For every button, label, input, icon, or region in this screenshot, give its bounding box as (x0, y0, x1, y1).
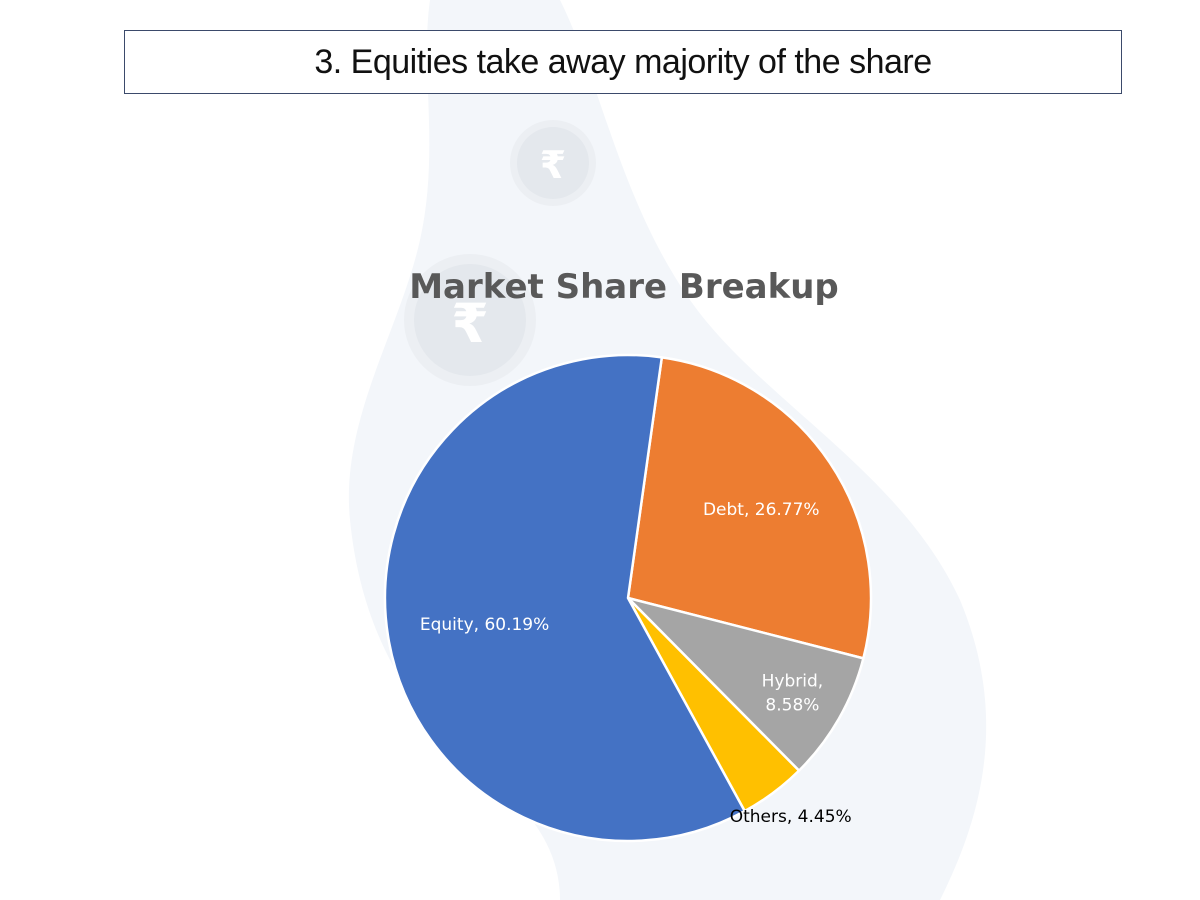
pie-slice-debt (626, 356, 873, 660)
pie-label-equity: Equity, 60.19% (420, 615, 549, 635)
rupee-hand-icon: ₹ (404, 254, 536, 386)
pie-slices (383, 353, 873, 843)
pie-slice-hybrid (626, 596, 865, 772)
svg-text:₹: ₹ (540, 143, 566, 187)
rupee-icon: ₹ (510, 120, 596, 206)
headline-box: 3. Equities take away majority of the sh… (124, 30, 1122, 94)
pie-label-hybrid: Hybrid, 8.58% (762, 671, 824, 715)
svg-text:₹: ₹ (451, 292, 489, 355)
pie-labels: Debt, 26.77% Hybrid, 8.58% Others, 4.45% Equ… (420, 500, 852, 827)
headline: 3. Equities take away majority of the sh… (314, 42, 932, 81)
pie-slice-equity (383, 353, 746, 843)
pie-label-others: Others, 4.45% (730, 807, 852, 827)
pie-label-debt: Debt, 26.77% (703, 500, 820, 520)
chart-title: Market Share Breakup (409, 267, 839, 307)
